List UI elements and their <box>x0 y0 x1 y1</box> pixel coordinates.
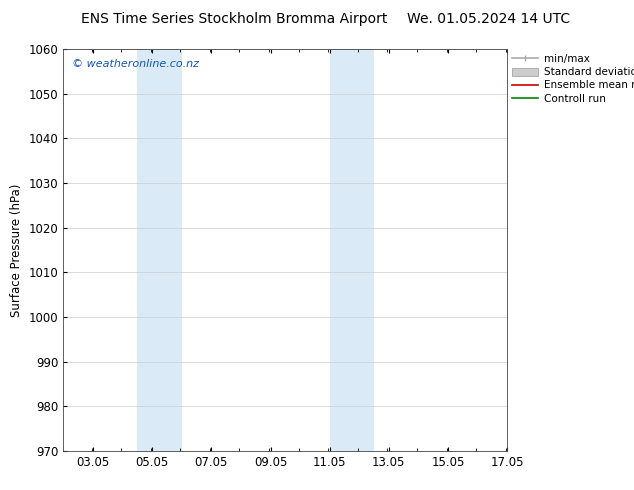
Text: © weatheronline.co.nz: © weatheronline.co.nz <box>72 59 199 69</box>
Bar <box>330 49 374 451</box>
Text: We. 01.05.2024 14 UTC: We. 01.05.2024 14 UTC <box>406 12 570 26</box>
Y-axis label: Surface Pressure (hPa): Surface Pressure (hPa) <box>10 183 23 317</box>
Bar <box>138 49 182 451</box>
Legend: min/max, Standard deviation, Ensemble mean run, Controll run: min/max, Standard deviation, Ensemble me… <box>512 54 634 103</box>
Text: ENS Time Series Stockholm Bromma Airport: ENS Time Series Stockholm Bromma Airport <box>81 12 388 26</box>
